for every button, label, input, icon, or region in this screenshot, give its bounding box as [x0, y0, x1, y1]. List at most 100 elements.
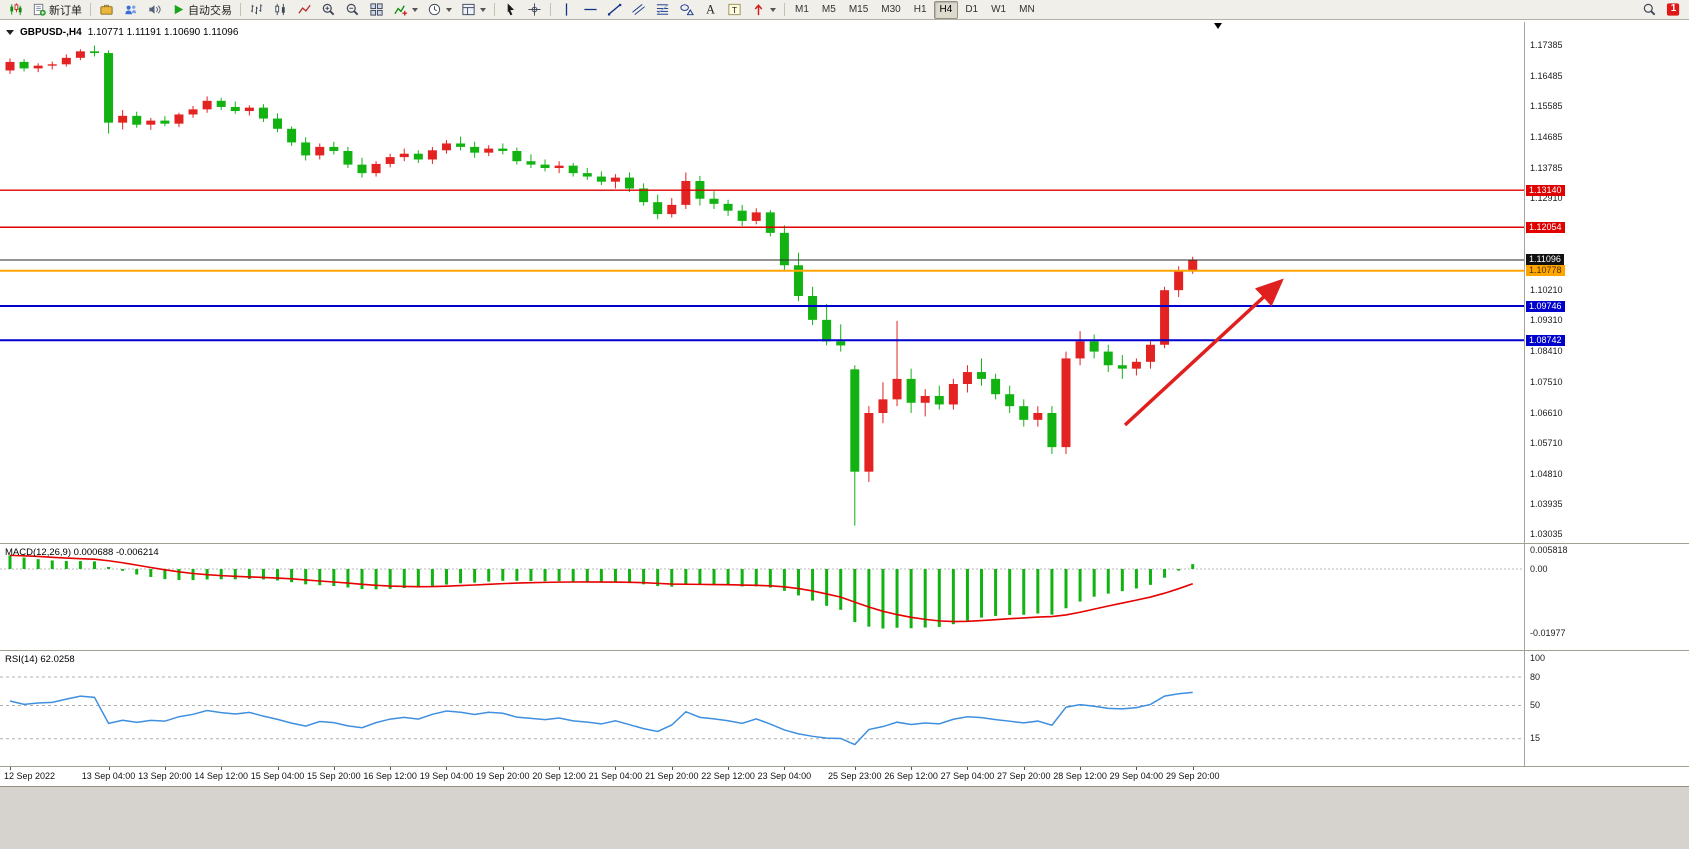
trendline-tool-button[interactable] — [603, 0, 626, 19]
time-axis-tick — [164, 767, 166, 770]
zoom-in-button[interactable] — [317, 0, 340, 19]
candlestick — [934, 385, 944, 410]
candlestick — [1019, 399, 1029, 427]
candlestick — [596, 171, 606, 186]
candlestick — [273, 113, 283, 133]
chart-ohlc-header: GBPUSD-,H4 1.10771 1.11191 1.10690 1.110… — [6, 27, 238, 38]
candlestick — [737, 204, 747, 227]
toolbox-icon — [99, 2, 114, 17]
candlestick — [977, 358, 987, 386]
line-chart-icon — [297, 2, 312, 17]
price-level-badge: 1.11096 — [1526, 254, 1564, 266]
candlestick — [639, 183, 649, 206]
channel-tool-button[interactable] — [627, 0, 650, 19]
sound-button[interactable] — [143, 0, 166, 19]
candlestick — [991, 373, 1001, 400]
candlestick — [413, 150, 423, 163]
new-chart-button[interactable] — [4, 0, 27, 19]
rsi-canvas[interactable] — [0, 651, 1524, 766]
timeframe-m5-button[interactable]: M5 — [821, 3, 836, 15]
time-axis-label: 21 Sep 20:00 — [644, 771, 699, 781]
pane-splitter[interactable] — [0, 541, 1689, 546]
vline-icon — [559, 2, 574, 17]
timeframe-d1-button[interactable]: D1 — [965, 3, 979, 15]
indicators-button[interactable] — [389, 0, 422, 19]
macd-canvas[interactable] — [0, 544, 1524, 650]
strategy-tester-button[interactable] — [95, 0, 118, 19]
candlestick — [441, 140, 451, 154]
rsi-pane[interactable]: RSI(14) 62.0258 100 80 50 15 — [0, 651, 1689, 766]
timeframe-m30-button[interactable]: M30 — [881, 3, 901, 15]
pane-separator — [0, 766, 1689, 767]
macd-histogram — [8, 555, 1195, 629]
price-axis-divider — [1524, 22, 1525, 786]
time-axis-tick — [559, 767, 561, 770]
candlestick — [793, 252, 803, 302]
macd-pane[interactable]: MACD(12,26,9) 0.000688 -0.006214 0.00581… — [0, 544, 1689, 650]
shapes-tool-button[interactable] — [675, 0, 698, 19]
line-chart-button[interactable] — [293, 0, 316, 19]
tile-windows-button[interactable] — [365, 0, 388, 19]
horizontal-line-tool-button[interactable] — [579, 0, 602, 19]
autotrade-button[interactable]: 自动交易 — [167, 0, 236, 19]
time-axis-label: 22 Sep 12:00 — [701, 771, 755, 781]
candlestick — [1047, 406, 1057, 454]
time-axis-tick — [911, 767, 913, 770]
vertical-line-tool-button[interactable] — [555, 0, 578, 19]
candlestick — [329, 141, 339, 155]
candlestick — [709, 191, 719, 209]
bars-chart-icon — [249, 2, 264, 17]
price-axis-label: 1.05710 — [1530, 438, 1563, 449]
autotrade-button-label: 自动交易 — [188, 4, 232, 17]
speaker-icon — [147, 2, 162, 17]
price-chart-canvas[interactable] — [0, 22, 1524, 543]
chart-shift-marker-icon[interactable] — [1214, 23, 1222, 29]
fibonacci-tool-button[interactable] — [651, 0, 674, 19]
crosshair-tool-button[interactable] — [523, 0, 546, 19]
candlestick — [75, 49, 85, 61]
price-level-badge: 1.13140 — [1526, 184, 1565, 196]
notification-count-badge: 1 — [1670, 3, 1677, 14]
candlestick — [568, 162, 578, 177]
navigator-button[interactable] — [119, 0, 142, 19]
time-axis-label: 28 Sep 12:00 — [1053, 771, 1107, 781]
timeframe-w1-button[interactable]: W1 — [991, 3, 1007, 15]
zoom-out-button[interactable] — [341, 0, 364, 19]
text-tool-button[interactable]: A — [699, 0, 722, 19]
trend-arrow[interactable] — [1123, 278, 1284, 427]
templates-button[interactable] — [457, 0, 490, 19]
timeframe-h4-button[interactable]: H4 — [933, 0, 959, 19]
symbol-timeframe-label: GBPUSD-,H4 — [20, 27, 82, 38]
time-axis-label: 29 Sep 20:00 — [1165, 771, 1220, 781]
arrows-tool-button[interactable] — [747, 0, 780, 19]
time-axis[interactable]: 12 Sep 2022 13 Sep 04:00 13 Sep 20:00 14 Se… — [0, 767, 1689, 786]
candlestick — [822, 303, 832, 346]
chart-window: GBPUSD-,H4 1.10771 1.11191 1.10690 1.110… — [0, 20, 1689, 849]
timeframe-m1-button[interactable]: M1 — [795, 3, 809, 15]
notifications-button[interactable]: 1 — [1662, 0, 1685, 19]
time-axis-tick — [1136, 767, 1138, 770]
timeframe-h1-button[interactable]: H1 — [913, 3, 927, 15]
candlestick — [19, 59, 29, 72]
text-label-tool-button[interactable]: T — [723, 0, 746, 19]
timeframe-m15-button[interactable]: M15 — [848, 3, 869, 15]
candlestick — [723, 199, 733, 216]
bar-chart-button[interactable] — [245, 0, 268, 19]
toolbar-separator — [90, 3, 91, 16]
cursor-tool-button[interactable] — [499, 0, 522, 19]
candlestick — [878, 382, 888, 424]
chevron-down-icon — [770, 7, 776, 12]
pane-splitter[interactable] — [0, 648, 1689, 653]
chart-menu-caret-icon[interactable] — [6, 30, 14, 35]
timeframe-mn-button[interactable]: MN — [1019, 3, 1035, 15]
price-chart-pane[interactable]: GBPUSD-,H4 1.10771 1.11191 1.10690 1.110… — [0, 22, 1689, 543]
candlestick — [498, 143, 508, 155]
toolbar-separator — [784, 3, 785, 16]
candlestick — [427, 146, 437, 164]
search-button[interactable] — [1638, 0, 1661, 19]
candlestick — [526, 154, 536, 169]
fibo-icon — [655, 2, 670, 17]
new-order-button[interactable]: 新订单 — [28, 0, 86, 19]
periods-button[interactable] — [423, 0, 456, 19]
candlestick-chart-button[interactable] — [269, 0, 292, 19]
